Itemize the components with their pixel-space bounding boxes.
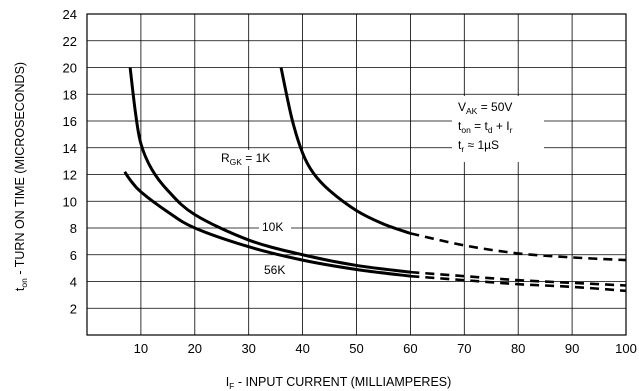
y-tick-label: 12 [63,168,77,183]
x-tick-label: 40 [295,341,309,356]
y-tick-label: 14 [63,141,77,156]
grid [87,14,626,335]
x-tick-label: 60 [403,341,417,356]
y-tick-label: 20 [63,61,77,76]
series-2-solid-line [123,170,411,278]
series-1-solid-line [128,67,411,274]
y-axis-label: ton - TURN ON TIME (MICROSECONDS) [13,62,29,291]
y-tick-label: 18 [63,87,77,102]
series-0-dashed-line [410,232,627,262]
y-tick-label: 4 [70,275,77,290]
plot-area [86,13,627,336]
x-tick-label: 100 [615,341,637,356]
y-tick-label: 16 [63,114,77,129]
x-axis-label: IF - INPUT CURRENT (MILLIAMPERES) [226,375,452,391]
y-tick-label: 6 [70,248,77,263]
series-0-label: RGK = 1K [221,151,270,167]
series-2-label: 56K [264,263,285,277]
x-tick-label: 20 [188,341,202,356]
series-0-label-bg [218,150,300,166]
series-1-label-bg [259,219,291,235]
x-axis-ticks: 10 20 30 40 50 60 70 80 90 100 [134,341,637,356]
x-tick-label: 70 [457,341,471,356]
x-tick-label: 90 [565,341,579,356]
axis-titles: IF - INPUT CURRENT (MILLIAMPERES) ton - T… [13,62,451,391]
x-tick-label: 80 [511,341,525,356]
y-tick-label: 10 [63,194,77,209]
plot-border [86,13,627,336]
y-tick-label: 24 [63,7,77,22]
x-tick-label: 30 [241,341,255,356]
y-tick-label: 8 [70,221,77,236]
annotation-line-0: VAK = 50V [458,100,512,116]
y-tick-label: 22 [63,34,77,49]
series-0-solid-line [279,67,411,235]
series-2-label-bg [261,262,291,278]
annotation-line-1: ton = td + Ir [458,119,513,135]
y-tick-label: 2 [70,301,77,316]
annotation-bg [452,96,544,162]
x-tick-label: 10 [134,341,148,356]
curve-labels: RGK = 1K 10K 56K [218,150,300,278]
x-tick-label: 50 [349,341,363,356]
series-1-dashed-line [410,270,627,287]
curves [123,67,627,293]
annotation-line-2: tr ≈ 1µS [458,138,499,154]
series-2-dashed-line [410,274,627,293]
conditions-annotation: VAK = 50V ton = td + Ir tr ≈ 1µS [452,96,544,162]
series-1-label: 10K [262,220,283,234]
